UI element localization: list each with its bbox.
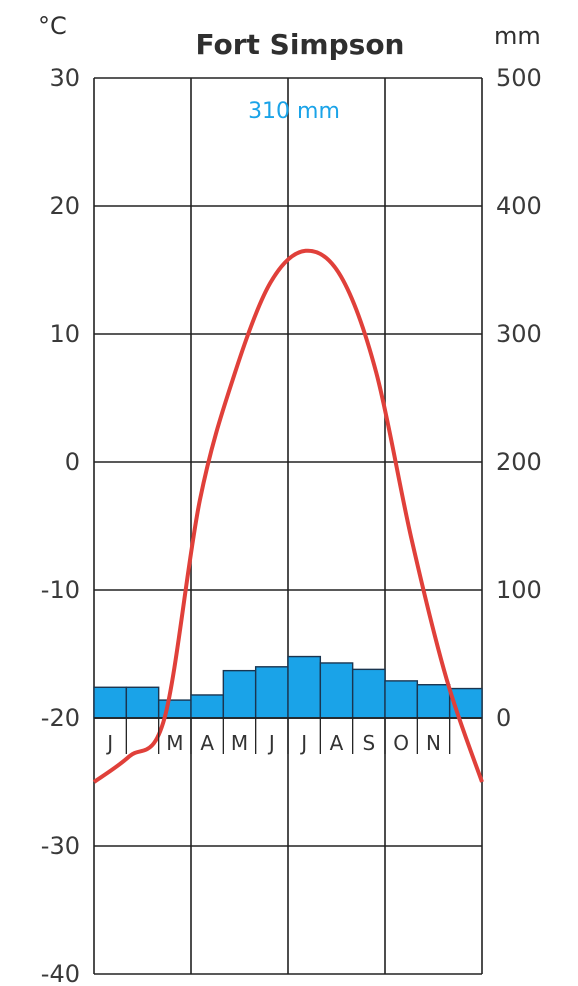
chart-title: Fort Simpson xyxy=(196,28,405,61)
month-label: N xyxy=(426,731,441,755)
precipitation-tick-label: 500 xyxy=(496,64,542,92)
precipitation-bar xyxy=(222,669,257,719)
temperature-tick-label: 10 xyxy=(49,320,80,348)
month-label: O xyxy=(393,731,409,755)
precipitation-bars xyxy=(93,655,483,719)
month-label: A xyxy=(200,731,214,755)
precipitation-bar xyxy=(125,686,160,719)
precipitation-bar xyxy=(319,662,354,719)
month-label: J xyxy=(267,731,275,755)
month-label: A xyxy=(330,731,344,755)
precipitation-tick-labels: 500 400 300 200 100 0 xyxy=(496,64,542,732)
precipitation-bar xyxy=(190,694,225,719)
precipitation-unit-label: mm xyxy=(494,22,541,50)
precipitation-bar xyxy=(351,668,386,719)
precipitation-tick-label: 300 xyxy=(496,320,542,348)
grid xyxy=(93,77,483,975)
month-label: M xyxy=(166,731,183,755)
month-label: S xyxy=(362,731,375,755)
temperature-tick-label: -10 xyxy=(41,576,80,604)
month-label: J xyxy=(299,731,307,755)
precipitation-bar xyxy=(384,680,419,719)
precipitation-tick-label: 400 xyxy=(496,192,542,220)
month-label: M xyxy=(231,731,248,755)
temperature-tick-label: 30 xyxy=(49,64,80,92)
temperature-tick-label: 20 xyxy=(49,192,80,220)
precipitation-bar xyxy=(416,684,451,719)
precipitation-bar xyxy=(254,666,289,719)
precipitation-bar xyxy=(287,655,322,719)
temperature-line xyxy=(92,248,484,784)
temperature-tick-label: -40 xyxy=(41,960,80,986)
precipitation-bar xyxy=(93,686,128,719)
precipitation-tick-label: 100 xyxy=(496,576,542,604)
precipitation-tick-label: 200 xyxy=(496,448,542,476)
month-label: J xyxy=(105,731,113,755)
precipitation-tick-label: 0 xyxy=(496,704,511,732)
temperature-curve xyxy=(92,248,484,784)
temperature-unit-label: °C xyxy=(38,12,67,40)
temperature-tick-labels: 30 20 10 0 -10 -20 -30 -40 xyxy=(41,64,80,986)
temperature-tick-label: -20 xyxy=(41,704,80,732)
temperature-tick-label: -30 xyxy=(41,832,80,860)
temperature-tick-label: 0 xyxy=(65,448,80,476)
annual-precipitation-label: 310 mm xyxy=(248,99,340,124)
